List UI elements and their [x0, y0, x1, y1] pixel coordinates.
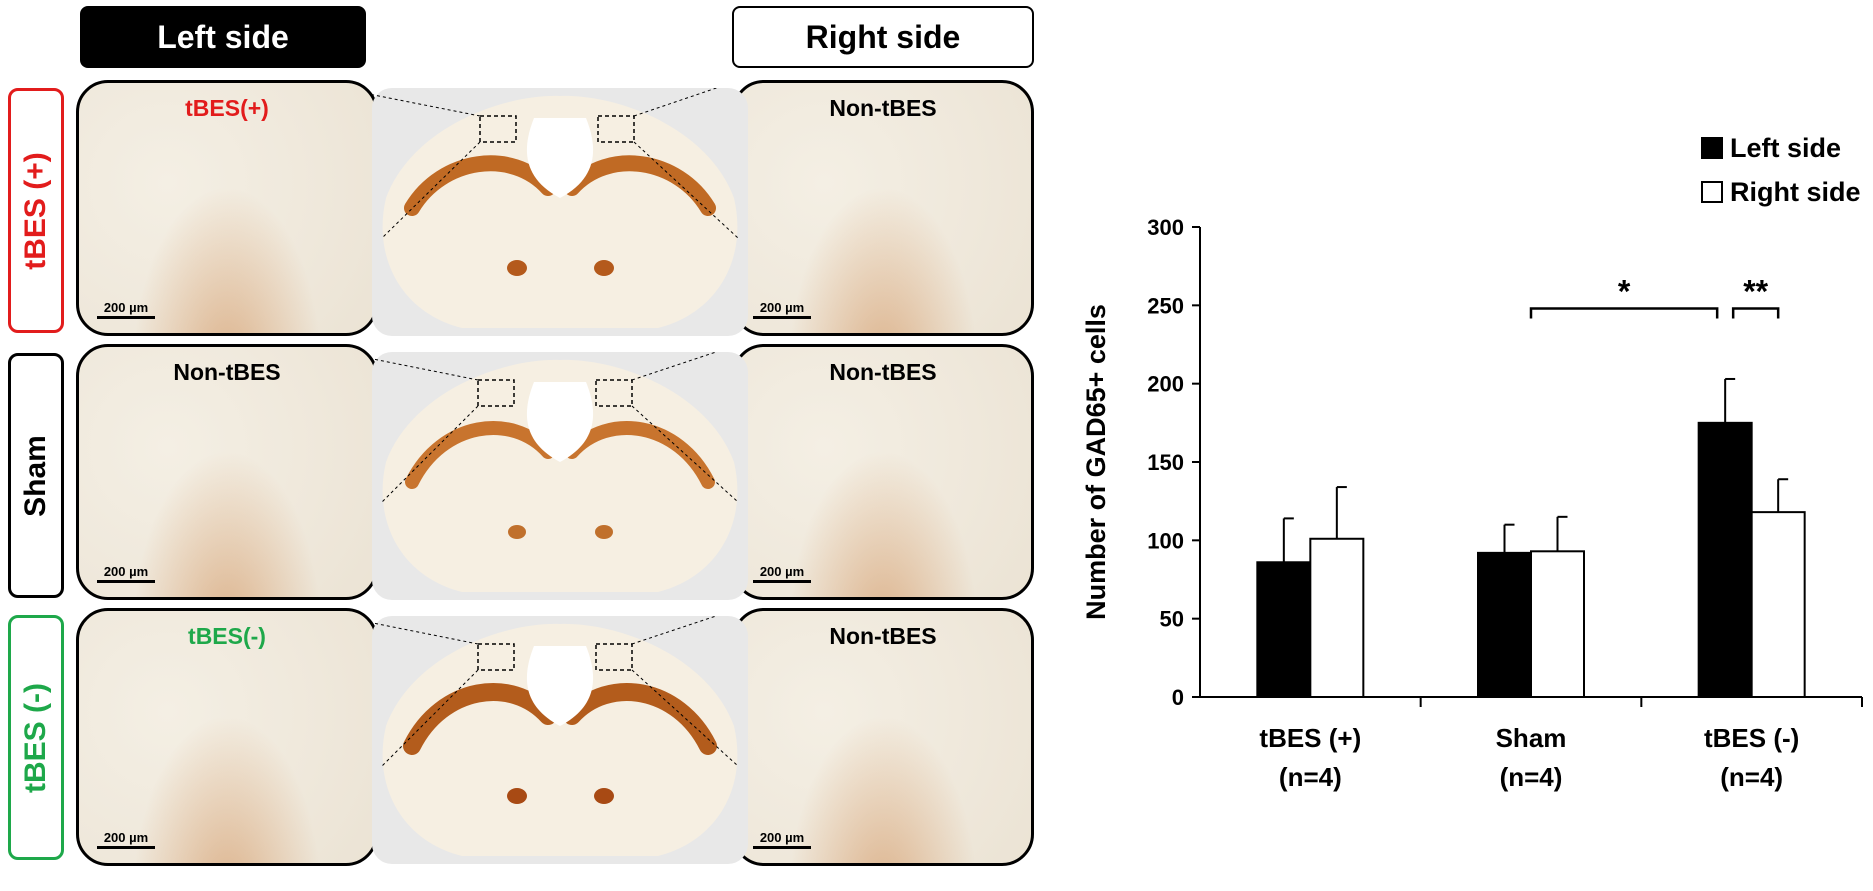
legend-label: Right side — [1730, 177, 1861, 207]
coronal-section-image-row-2 — [307, 345, 748, 600]
left-micrograph-tbes-plus: tBES(+) 200 µm — [76, 80, 378, 336]
legend-label: Left side — [1730, 133, 1841, 163]
scale-bar: 200 µm — [753, 300, 811, 319]
bar — [1477, 551, 1532, 698]
significance-marker: * — [1618, 273, 1631, 309]
coronal-section-image-row-1 — [307, 81, 748, 336]
y-axis-title: Number of GAD65+ cells — [1081, 304, 1111, 620]
scale-bar-label: 200 µm — [759, 300, 805, 315]
x-tick-label: tBES (-) — [1704, 723, 1799, 753]
right-side-header: Right side — [732, 6, 1034, 68]
bar — [1697, 421, 1753, 698]
bar — [1309, 537, 1365, 698]
gad65-bar-chart: 0 50 100 150 200 250 300 Number of GAD65+ cells… — [1060, 0, 1873, 886]
bar — [1530, 550, 1585, 698]
significance-marker: ** — [1743, 273, 1768, 309]
panel-caption: tBES(+) — [185, 95, 269, 121]
scale-bar-label: 200 µm — [759, 564, 805, 579]
x-tick-label: tBES (+) — [1259, 723, 1361, 753]
y-tick-label: 50 — [1160, 607, 1184, 632]
scale-bar: 200 µm — [97, 564, 155, 583]
bar — [1256, 561, 1312, 698]
x-tick-sublabel: (n=4) — [1279, 762, 1342, 792]
legend-group: Left side Right side — [1701, 133, 1861, 207]
legend-swatch — [1701, 137, 1723, 159]
row-label-text: tBES (-) — [19, 682, 52, 793]
right-micrograph-tbes-plus: Non-tBES 200 µm — [732, 80, 1034, 336]
bar — [1750, 511, 1806, 699]
scale-bar: 200 µm — [753, 564, 811, 583]
x-tick-sublabel: (n=4) — [1720, 762, 1783, 792]
scale-bar-label: 200 µm — [103, 300, 149, 315]
scale-bar-label: 200 µm — [103, 564, 149, 579]
scale-bar: 200 µm — [97, 300, 155, 319]
y-tick-label: 300 — [1147, 215, 1184, 240]
right-micrograph-sham: Non-tBES 200 µm — [732, 344, 1034, 600]
significance-bracket — [1529, 307, 1719, 319]
scale-bar-label: 200 µm — [103, 830, 149, 845]
right-micrograph-tbes-minus: Non-tBES 200 µm — [732, 608, 1034, 866]
left-micrograph-tbes-minus: tBES(-) 200 µm — [76, 608, 378, 866]
y-tick-label: 100 — [1147, 528, 1184, 553]
row-label-text: tBES (+) — [19, 151, 52, 270]
x-tick-sublabel: (n=4) — [1500, 762, 1563, 792]
panel-caption: tBES(-) — [188, 623, 266, 649]
panel-caption: Non-tBES — [829, 623, 937, 649]
y-tick-label: 150 — [1147, 450, 1184, 475]
y-tick-label: 0 — [1172, 685, 1184, 710]
labels-group: 0 50 100 150 200 250 300 Number of GAD65+ cells… — [1081, 215, 1799, 792]
row-label-sham: Sham — [8, 353, 64, 598]
y-tick-label: 200 — [1147, 372, 1184, 397]
bar-chart-svg: 0 50 100 150 200 250 300 Number of GAD65+ cells… — [1081, 133, 1863, 792]
coronal-section-image-row-3 — [307, 609, 748, 864]
x-tick-label: Sham — [1496, 723, 1567, 753]
left-micrograph-sham: Non-tBES 200 µm — [76, 344, 378, 600]
panel-caption: Non-tBES — [829, 359, 937, 385]
legend-swatch — [1701, 181, 1723, 203]
row-label-tbes-minus: tBES (-) — [8, 615, 64, 860]
scale-bar: 200 µm — [97, 830, 155, 849]
y-tick-label: 250 — [1147, 293, 1184, 318]
significance-bracket — [1731, 307, 1780, 319]
panel-caption: Non-tBES — [173, 359, 281, 385]
left-side-header: Left side — [80, 6, 366, 68]
row-label-text: Sham — [19, 434, 52, 517]
scale-bar: 200 µm — [753, 830, 811, 849]
panel-caption: Non-tBES — [829, 95, 937, 121]
scale-bar-label: 200 µm — [759, 830, 805, 845]
bars-group — [1256, 307, 1806, 699]
row-label-tbes-plus: tBES (+) — [8, 88, 64, 333]
